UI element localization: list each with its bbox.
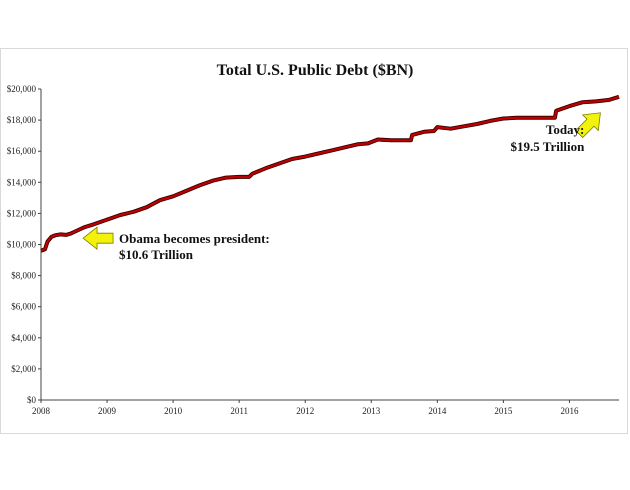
y-tick-label: $20,000 (7, 84, 37, 94)
y-tick-labels: $0 $2,000 $4,000 $6,000 $8,000 $10,000 $12,000… (7, 84, 37, 405)
x-tick-label: 2009 (98, 406, 117, 416)
y-tick-label: $12,000 (7, 208, 37, 218)
y-tick-label: $2,000 (11, 364, 36, 374)
series-layer (40, 94, 620, 253)
chart-frame: Total U.S. Public Debt ($BN) $0 $2,000 $4,… (0, 48, 628, 434)
x-tick-label: 2012 (296, 406, 314, 416)
x-tick-label: 2016 (560, 406, 579, 416)
arrow-left-icon (82, 226, 114, 250)
debt-line-chart: Total U.S. Public Debt ($BN) $0 $2,000 $4,… (7, 62, 620, 416)
x-tick-label: 2014 (428, 406, 447, 416)
y-tick-label: $6,000 (11, 302, 36, 312)
x-tick-label: 2015 (494, 406, 513, 416)
annotation-obama-line1: Obama becomes president: (119, 231, 270, 246)
series-line (40, 95, 620, 252)
x-tick-label: 2008 (32, 406, 51, 416)
annotation-today-line1: Today: (546, 122, 585, 137)
x-tick-labels: 2008 2009 2010 2011 2012 2013 2014 2015 2016 (32, 406, 579, 416)
y-tick-label: $4,000 (11, 333, 36, 343)
chart-axes (38, 88, 619, 403)
y-tick-label: $10,000 (7, 240, 37, 250)
annotation-today-line2: $19.5 Trillion (510, 139, 585, 154)
x-tick-label: 2013 (362, 406, 381, 416)
annotation-layer: Obama becomes president:$10.6 Trillion To… (82, 112, 601, 262)
y-tick-label: $18,000 (7, 115, 37, 125)
x-tick-label: 2011 (230, 406, 248, 416)
series-line-shadow (40, 94, 620, 253)
y-tick-label: $0 (27, 395, 37, 405)
arrow-up-right-icon (575, 112, 601, 139)
y-tick-label: $8,000 (11, 271, 36, 281)
x-tick-label: 2010 (164, 406, 183, 416)
annotation-obama-line2: $10.6 Trillion (119, 247, 194, 262)
chart-title: Total U.S. Public Debt ($BN) (217, 62, 414, 79)
y-tick-label: $16,000 (7, 146, 37, 156)
y-tick-label: $14,000 (7, 177, 37, 187)
